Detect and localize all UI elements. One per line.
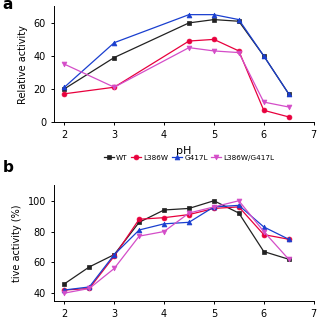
Y-axis label: Relative activity: Relative activity (18, 25, 28, 104)
Text: a: a (3, 0, 13, 12)
Y-axis label: tive activity (%): tive activity (%) (12, 204, 22, 282)
Text: b: b (3, 160, 13, 175)
X-axis label: pH: pH (176, 146, 192, 156)
Legend: WT, L386W, G417L, L386W/G417L: WT, L386W, G417L, L386W/G417L (101, 152, 277, 164)
